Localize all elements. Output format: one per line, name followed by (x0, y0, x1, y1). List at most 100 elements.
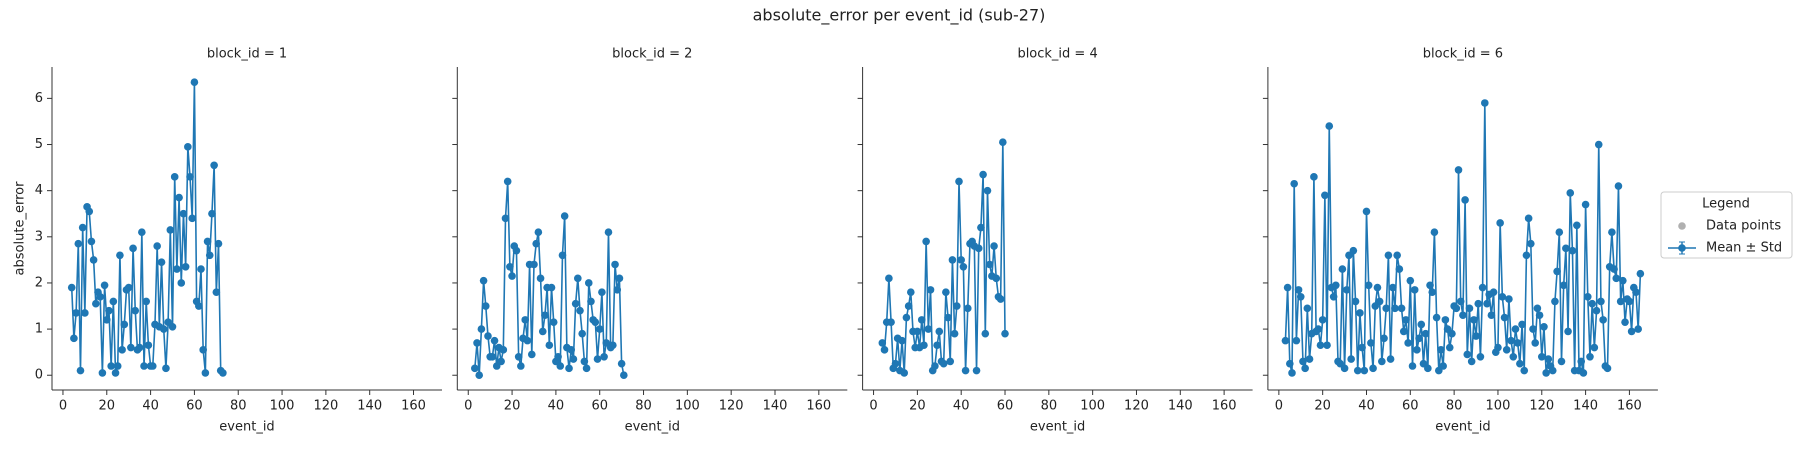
data-point (1612, 274, 1621, 283)
data-point (1557, 357, 1566, 366)
data-point (1487, 311, 1496, 320)
data-point (933, 341, 941, 350)
data-point (999, 138, 1007, 147)
data-point (1533, 304, 1542, 313)
data-point (1470, 316, 1478, 324)
data-point (578, 329, 586, 338)
data-point (89, 256, 98, 264)
data-point (1579, 369, 1588, 377)
x-tick-label: 160 (401, 399, 426, 414)
data-point (532, 239, 540, 248)
data-point (1349, 246, 1358, 255)
data-point (1619, 276, 1627, 285)
data-point (996, 295, 1005, 303)
data-point (1386, 355, 1395, 363)
data-point (1424, 364, 1432, 373)
data-point (922, 237, 930, 246)
data-point (955, 177, 963, 186)
data-point (1378, 357, 1386, 366)
data-point (1467, 357, 1476, 366)
data-point (1323, 341, 1331, 350)
legend-box (1660, 191, 1793, 259)
x-tick-label: 160 (1212, 399, 1237, 414)
x-tick-label: 100 (270, 399, 295, 414)
x-tick-label: 0 (59, 399, 67, 414)
x-tick-label: 40 (1358, 399, 1375, 414)
data-point (571, 299, 580, 308)
y-tick-label: 6 (35, 91, 43, 106)
data-point (497, 357, 505, 366)
data-point (1338, 265, 1347, 273)
data-point (70, 334, 78, 343)
data-point (1481, 99, 1489, 107)
data-point (1621, 318, 1629, 326)
data-point (574, 274, 582, 283)
x-tick-label: 20 (504, 399, 521, 414)
data-point (1318, 316, 1327, 324)
data-point (140, 362, 148, 370)
data-point (1296, 292, 1305, 301)
data-point (593, 355, 602, 363)
data-point (173, 265, 181, 273)
data-point (488, 352, 497, 361)
data-point (538, 327, 547, 336)
data-point (107, 362, 115, 370)
data-point (1524, 214, 1533, 223)
data-point (118, 346, 126, 354)
data-point (170, 173, 179, 181)
data-point (1599, 316, 1607, 324)
data-point (1310, 173, 1318, 181)
data-point (1610, 265, 1618, 273)
x-tick-label: 60 (186, 399, 203, 414)
x-axis-label: event_id (1030, 420, 1085, 435)
data-point (116, 251, 124, 260)
data-point (595, 325, 604, 333)
data-point (1358, 343, 1366, 352)
data-point (902, 313, 911, 322)
x-tick-label: 20 (99, 399, 116, 414)
data-point (1288, 369, 1296, 377)
data-point (214, 239, 223, 248)
data-point (1603, 364, 1612, 373)
data-point (102, 316, 111, 324)
data-point (129, 244, 137, 253)
data-point (1286, 359, 1294, 368)
series-line (1284, 102, 1642, 374)
data-point (186, 173, 194, 181)
data-point (1301, 364, 1309, 373)
data-point (1351, 297, 1360, 306)
data-point (1594, 140, 1603, 149)
data-point (1459, 311, 1467, 320)
data-point (1342, 286, 1351, 294)
data-point (1555, 228, 1564, 236)
data-point (201, 369, 210, 377)
data-point (1281, 336, 1290, 345)
data-point (560, 212, 569, 220)
data-point (972, 366, 981, 375)
data-point (124, 283, 133, 292)
data-point (990, 242, 998, 250)
data-point (1614, 182, 1623, 190)
data-point (1518, 320, 1526, 329)
data-point (1478, 283, 1487, 292)
data-point (617, 359, 626, 368)
data-point (615, 274, 624, 283)
data-point (1505, 295, 1513, 303)
data-point (547, 283, 556, 292)
x-tick-label: 80 (230, 399, 247, 414)
data-point (1375, 297, 1384, 306)
x-tick-label: 120 (1529, 399, 1554, 414)
data-point (1583, 292, 1592, 301)
data-point (1356, 309, 1364, 317)
data-point (81, 309, 89, 317)
data-point (153, 242, 161, 250)
legend-label: Data points (1706, 219, 1781, 234)
x-tick-label: 0 (869, 399, 877, 414)
data-point (142, 297, 151, 306)
data-point (1393, 251, 1401, 260)
data-point (582, 364, 591, 373)
data-point (1332, 281, 1340, 290)
data-point (1380, 334, 1388, 343)
data-point (880, 346, 889, 354)
data-point (188, 214, 197, 223)
